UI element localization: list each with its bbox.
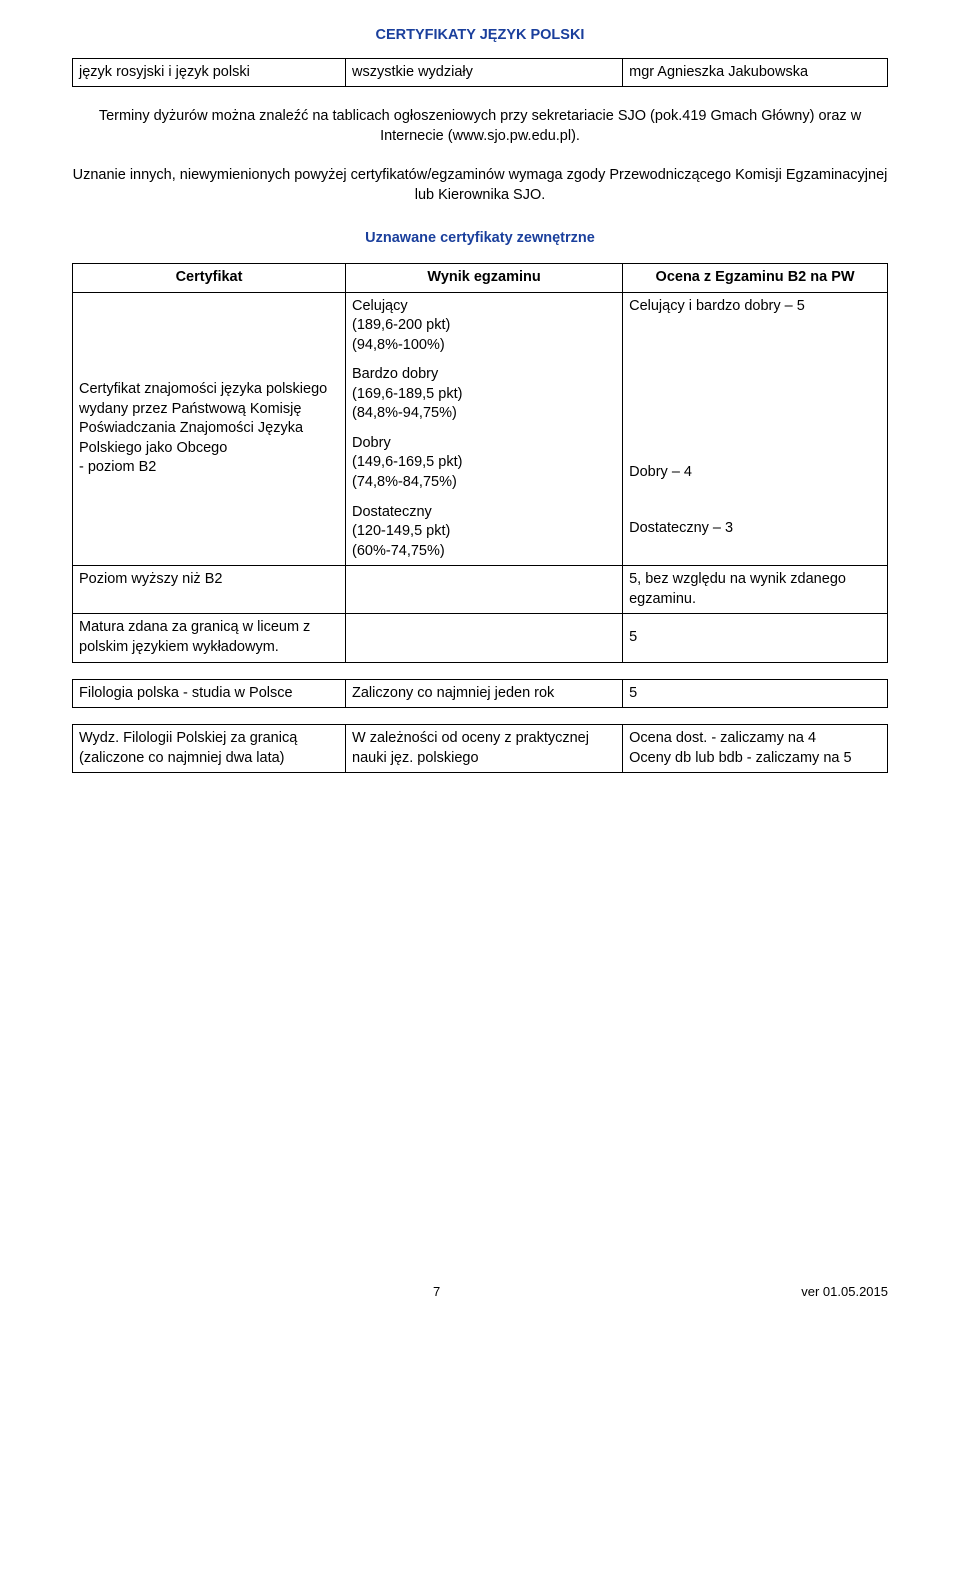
- subheading: Uznawane certyfikaty zewnętrzne: [72, 229, 888, 249]
- version: ver 01.05.2015: [801, 1283, 888, 1301]
- table-row: Wydz. Filologii Polskiej za granicą (zal…: [73, 725, 888, 773]
- table-row: Certyfikat Wynik egzaminu Ocena z Egzami…: [73, 263, 888, 292]
- result-block: Dobry (149,6-169,5 pkt) (74,8%-84,75%): [352, 434, 616, 493]
- cell-ocena-3: 5: [623, 614, 888, 662]
- cell-wynik-1: Celujący (189,6-200 pkt) (94,8%-100%) Ba…: [346, 292, 623, 566]
- table-row: Poziom wyższy niż B2 5, bez względu na w…: [73, 566, 888, 614]
- footer: 7 ver 01.05.2015: [72, 1283, 888, 1301]
- cell-ocena-2: 5, bez względu na wynik zdanego egzaminu…: [623, 566, 888, 614]
- result-block: Bardzo dobry (169,6-189,5 pkt) (84,8%-94…: [352, 365, 616, 424]
- result-block: Celujący (189,6-200 pkt) (94,8%-100%): [352, 297, 616, 356]
- top-table: język rosyjski i język polski wszystkie …: [72, 58, 888, 88]
- main-table: Certyfikat Wynik egzaminu Ocena z Egzami…: [72, 263, 888, 663]
- top-c1: język rosyjski i język polski: [73, 58, 346, 87]
- table-2: Filologia polska - studia w Polsce Zalic…: [72, 679, 888, 709]
- grade-block: Dostateczny – 3: [629, 519, 881, 539]
- cell-cert-2: Poziom wyższy niż B2: [73, 566, 346, 614]
- grade-block: Celujący i bardzo dobry – 5: [629, 297, 881, 317]
- top-c2: wszystkie wydziały: [346, 58, 623, 87]
- cell-ocena-1: Celujący i bardzo dobry – 5 Dobry – 4 Do…: [623, 292, 888, 566]
- grade-block: Dobry – 4: [629, 463, 881, 483]
- cell-cert-3: Matura zdana za granicą w liceum z polsk…: [73, 614, 346, 662]
- table-row: Certyfikat znajomości języka polskiego w…: [73, 292, 888, 566]
- hdr-certyfikat: Certyfikat: [73, 263, 346, 292]
- t3-a: Wydz. Filologii Polskiej za granicą (zal…: [73, 725, 346, 773]
- table-3: Wydz. Filologii Polskiej za granicą (zal…: [72, 724, 888, 773]
- table-row: Matura zdana za granicą w liceum z polsk…: [73, 614, 888, 662]
- hdr-wynik: Wynik egzaminu: [346, 263, 623, 292]
- para-2: Uznanie innych, niewymienionych powyżej …: [72, 166, 888, 205]
- t2-a: Filologia polska - studia w Polsce: [73, 679, 346, 708]
- t3-c: Ocena dost. - zaliczamy na 4 Oceny db lu…: [623, 725, 888, 773]
- page-title: CERTYFIKATY JĘZYK POLSKI: [72, 26, 888, 46]
- para-1: Terminy dyżurów można znaleźć na tablica…: [72, 107, 888, 146]
- top-c3: mgr Agnieszka Jakubowska: [623, 58, 888, 87]
- t3-b: W zależności od oceny z praktycznej nauk…: [346, 725, 623, 773]
- result-block: Dostateczny (120-149,5 pkt) (60%-74,75%): [352, 503, 616, 562]
- hdr-ocena: Ocena z Egzaminu B2 na PW: [623, 263, 888, 292]
- t2-b: Zaliczony co najmniej jeden rok: [346, 679, 623, 708]
- page-number: 7: [433, 1283, 440, 1301]
- t2-c: 5: [623, 679, 888, 708]
- cell-cert-1: Certyfikat znajomości języka polskiego w…: [73, 292, 346, 566]
- cell-wynik-3: [346, 614, 623, 662]
- table-row: Filologia polska - studia w Polsce Zalic…: [73, 679, 888, 708]
- cell-wynik-2: [346, 566, 623, 614]
